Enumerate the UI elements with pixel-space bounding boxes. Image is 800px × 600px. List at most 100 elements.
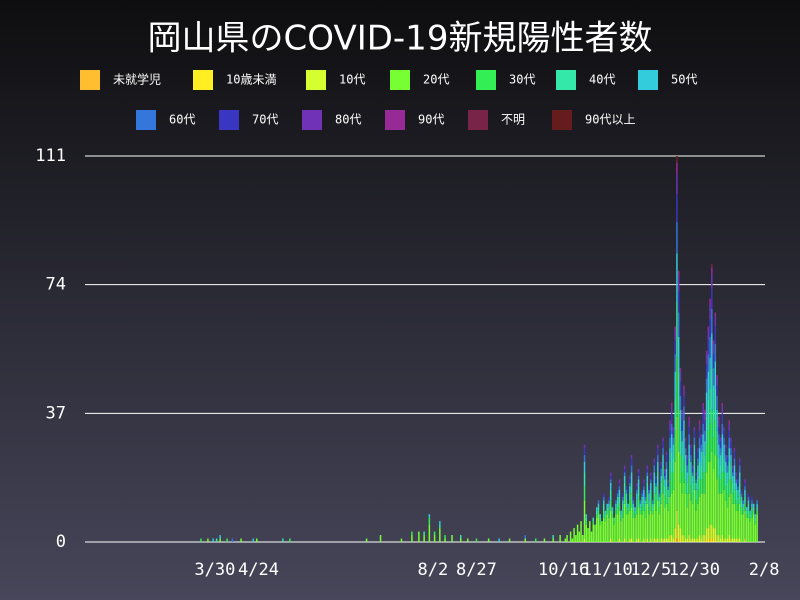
bar-segment — [623, 465, 626, 469]
bar-segment — [608, 503, 610, 508]
bar-segment — [622, 500, 624, 504]
legend-label: 50代 — [671, 73, 697, 87]
bar-segment — [660, 462, 662, 466]
bar-segment — [653, 493, 656, 504]
bar-segment — [730, 538, 732, 542]
bar-segment — [733, 475, 736, 490]
bar-segment — [709, 423, 711, 463]
bar-segment — [625, 514, 628, 542]
bar-segment — [641, 507, 643, 515]
bar-segment — [632, 507, 635, 511]
bar-segment — [688, 493, 690, 536]
bar-segment — [616, 496, 619, 501]
bar-segment — [669, 437, 671, 449]
legend-swatch — [390, 70, 410, 90]
bar-segment — [711, 524, 713, 539]
bar-segment — [608, 500, 610, 504]
bar-segment — [707, 538, 710, 542]
bar-segment — [583, 486, 586, 501]
legend-swatch — [80, 70, 100, 90]
bar-segment — [629, 479, 631, 483]
bar-segment — [742, 510, 744, 515]
bar-segment — [707, 354, 710, 372]
bar-segment — [611, 507, 614, 511]
bar-segment — [754, 514, 757, 518]
bar-segment — [583, 500, 586, 539]
bar-segment — [620, 517, 622, 522]
bar-segment — [709, 462, 711, 525]
bar-segment — [282, 538, 284, 542]
bar-segment — [585, 514, 588, 518]
bar-segment — [609, 472, 612, 476]
bar-segment — [618, 486, 621, 490]
bar-segment — [749, 514, 751, 518]
bar-segment — [630, 472, 633, 483]
bar-segment — [737, 489, 739, 497]
bar-segment — [552, 535, 554, 539]
bar-segment — [643, 496, 645, 504]
bar-segment — [664, 486, 666, 497]
bar-segment — [705, 350, 708, 355]
bar-segment — [630, 458, 633, 466]
bar-segment — [637, 472, 640, 476]
bar-segment — [618, 482, 621, 487]
bar-segment — [599, 521, 601, 525]
bar-segment — [665, 479, 668, 490]
bar-segment — [655, 475, 657, 480]
bar-segment — [679, 371, 682, 383]
bar-segment — [641, 500, 643, 508]
bar-segment — [566, 535, 568, 542]
bar-segment — [664, 472, 666, 476]
bar-segment — [690, 444, 692, 449]
bar-segment — [632, 510, 635, 518]
bar-segment — [597, 503, 600, 508]
bar-segment — [632, 500, 635, 504]
bar-segment — [657, 444, 659, 449]
legend-swatch — [638, 70, 658, 90]
bar-segment — [665, 503, 668, 539]
bar-segment — [716, 455, 718, 480]
bar-segment — [664, 468, 666, 473]
bar-segment — [712, 343, 715, 355]
bar-segment — [665, 489, 668, 504]
bar-segment — [627, 503, 629, 508]
bar-segment — [444, 535, 446, 539]
bar-segment — [606, 514, 608, 542]
bar-segment — [498, 538, 500, 542]
bar-segment — [754, 521, 757, 525]
bar-segment — [653, 503, 656, 539]
bar-segment — [583, 455, 586, 463]
bar-segment — [636, 507, 638, 515]
bar-segment — [616, 489, 619, 494]
bar-segment — [618, 503, 621, 511]
x-tick-label: 11/10 — [582, 560, 633, 580]
bar-segment — [615, 510, 617, 515]
bar-segment — [714, 343, 717, 362]
x-tick-label: 12/5 — [630, 560, 671, 580]
bar-segment — [674, 340, 676, 355]
bar-segment — [650, 472, 652, 476]
bar-segment — [611, 510, 614, 515]
bar-segment — [460, 535, 462, 539]
bar-segment — [609, 482, 612, 490]
bar-segment — [702, 472, 704, 494]
bar-segment — [735, 479, 737, 483]
bar-segment — [653, 465, 656, 473]
bar-segment — [714, 312, 717, 316]
bar-segment — [742, 500, 744, 504]
bar-segment — [690, 538, 692, 542]
bar-segment — [751, 503, 753, 508]
bar-segment — [723, 427, 725, 431]
bar-segment — [735, 500, 737, 511]
bar-segment — [711, 263, 713, 268]
bar-segment — [704, 430, 706, 442]
legend-swatch — [385, 110, 405, 130]
bar-segment — [650, 475, 652, 480]
bar-segment — [730, 448, 732, 456]
bar-segment — [552, 538, 554, 542]
legend-swatch — [302, 110, 322, 130]
bar-segment — [658, 514, 661, 542]
bar-segment — [721, 451, 724, 473]
bar-segment — [681, 472, 683, 494]
